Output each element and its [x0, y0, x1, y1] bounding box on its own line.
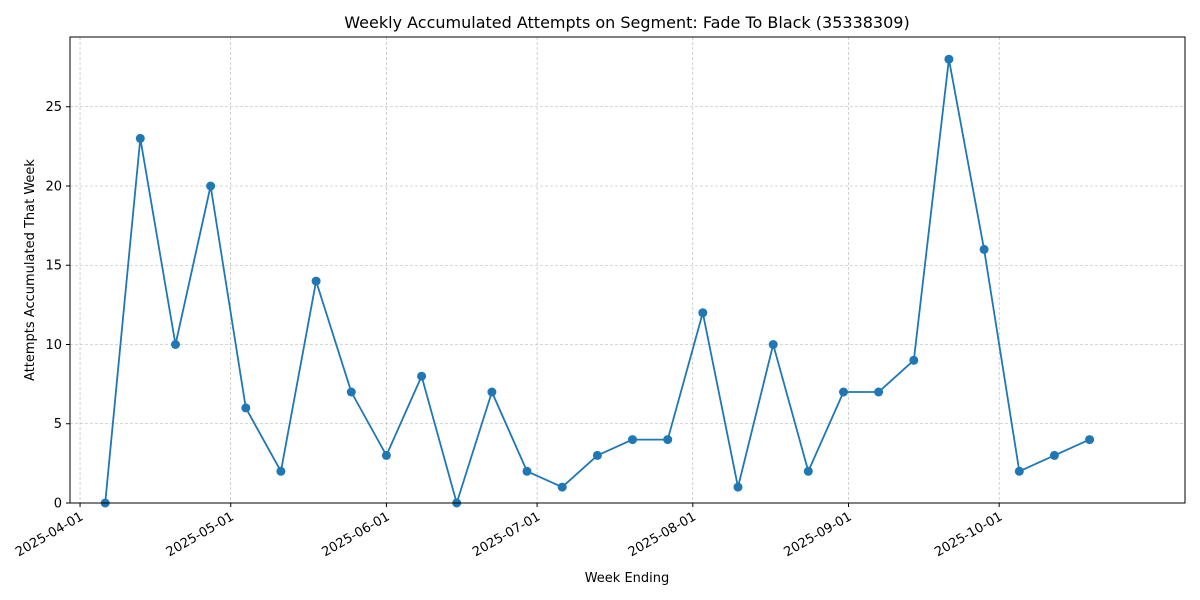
- y-axis-title: Attempts Accumulated That Week: [23, 159, 38, 381]
- x-tick-label: 2025-04-01: [13, 509, 86, 560]
- data-point: [944, 54, 954, 64]
- grid: [70, 37, 1185, 504]
- data-point: [909, 355, 919, 365]
- data-points: [100, 54, 1095, 508]
- x-tick-label: 2025-09-01: [782, 509, 855, 560]
- x-tick-label: 2025-05-01: [164, 509, 237, 560]
- y-tick-label: 25: [45, 100, 62, 115]
- data-point: [663, 435, 673, 445]
- x-tick-label: 2025-08-01: [626, 509, 699, 560]
- data-point: [1085, 435, 1095, 445]
- plot-frame: [69, 36, 1186, 504]
- data-point: [839, 387, 848, 397]
- data-point: [522, 466, 532, 476]
- y-tick-label: 15: [45, 259, 62, 274]
- data-point: [557, 482, 567, 492]
- data-point: [206, 181, 216, 191]
- y-tick-label: 10: [45, 338, 62, 353]
- data-point: [979, 244, 989, 254]
- y-tick-label: 20: [45, 179, 62, 194]
- data-point: [698, 308, 708, 318]
- data-point: [346, 387, 356, 397]
- chart-title: Weekly Accumulated Attempts on Segment: …: [344, 13, 909, 32]
- data-point: [1049, 450, 1059, 460]
- data-point: [381, 450, 391, 460]
- data-point: [803, 466, 813, 476]
- data-point: [417, 371, 427, 381]
- data-point: [592, 450, 602, 460]
- data-point: [311, 276, 321, 286]
- data-point: [1014, 466, 1024, 476]
- data-point: [241, 403, 251, 413]
- data-point: [171, 340, 180, 349]
- x-axis-title: Week Ending: [585, 571, 670, 586]
- data-point: [768, 340, 778, 349]
- y-tick-label: 5: [54, 417, 62, 432]
- y-axis: 0 5 10 15 20 25: [45, 100, 70, 512]
- data-point: [628, 435, 637, 445]
- data-point: [135, 133, 145, 143]
- data-point: [874, 387, 884, 397]
- data-point: [487, 387, 497, 397]
- series-line-layer: [104, 58, 1090, 504]
- x-tick-label: 2025-10-01: [932, 509, 1005, 560]
- y-tick-label: 0: [54, 497, 62, 512]
- series-line: [104, 58, 1090, 504]
- x-tick-label: 2025-06-01: [319, 509, 392, 560]
- x-tick-label: 2025-07-01: [470, 509, 543, 560]
- x-axis: 2025-04-01 2025-05-01 2025-06-01 2025-07-01…: [13, 503, 1005, 560]
- data-point: [276, 466, 286, 476]
- data-point: [733, 482, 743, 492]
